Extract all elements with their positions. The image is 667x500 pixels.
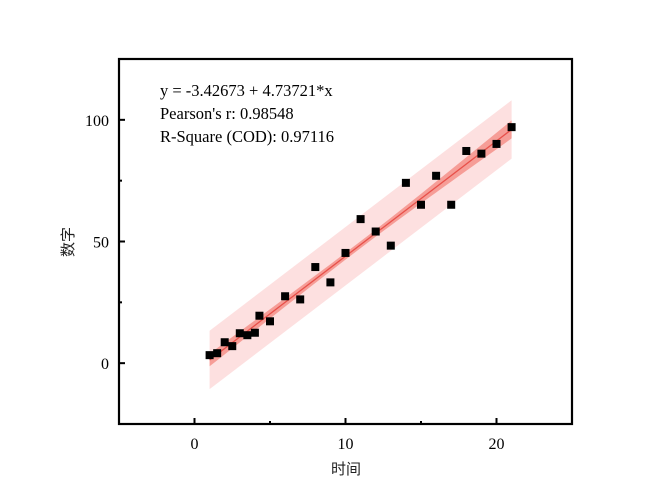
- y-tick-label: 50: [93, 235, 109, 252]
- data-point: [492, 139, 501, 148]
- data-point: [477, 149, 486, 158]
- data-point: [228, 342, 237, 351]
- data-point: [255, 311, 264, 320]
- data-point: [386, 241, 395, 250]
- data-point: [311, 263, 320, 272]
- data-point: [250, 328, 259, 337]
- y-axis-title: 数字: [59, 227, 77, 257]
- data-point: [296, 295, 305, 304]
- data-point: [432, 171, 441, 180]
- x-axis-title: 时间: [331, 460, 361, 478]
- data-point: [243, 331, 252, 340]
- fit-annotation: y = -3.42673 + 4.73721*x Pearson's r: 0.…: [160, 81, 334, 146]
- data-point: [341, 248, 350, 257]
- fit-line: [209, 128, 512, 361]
- data-point: [213, 349, 222, 358]
- pearson-text: Pearson's r: 0.98548: [160, 104, 294, 123]
- data-point: [371, 227, 380, 236]
- data-point: [281, 292, 290, 301]
- y-tick-label: 0: [101, 356, 109, 373]
- confidence-band: [209, 120, 512, 367]
- x-tick-label: 10: [338, 436, 354, 453]
- data-point: [462, 146, 471, 155]
- data-point: [220, 338, 229, 347]
- data-point: [417, 200, 425, 209]
- axis-ticks: 0 10 20 0 50 100: [85, 113, 505, 453]
- data-point: [356, 215, 365, 224]
- data-point: [235, 329, 244, 338]
- data-points: [205, 123, 516, 360]
- data-point: [326, 278, 335, 287]
- x-tick-label: 0: [191, 436, 199, 453]
- data-point: [507, 123, 516, 132]
- data-point: [266, 317, 274, 326]
- equation-text: y = -3.42673 + 4.73721*x: [160, 81, 333, 100]
- y-tick-label: 100: [85, 113, 109, 130]
- x-tick-label: 20: [489, 436, 505, 453]
- data-point: [205, 351, 214, 360]
- data-point: [447, 200, 456, 209]
- data-point: [401, 178, 410, 187]
- r-square-text: R-Square (COD): 0.97116: [160, 127, 334, 146]
